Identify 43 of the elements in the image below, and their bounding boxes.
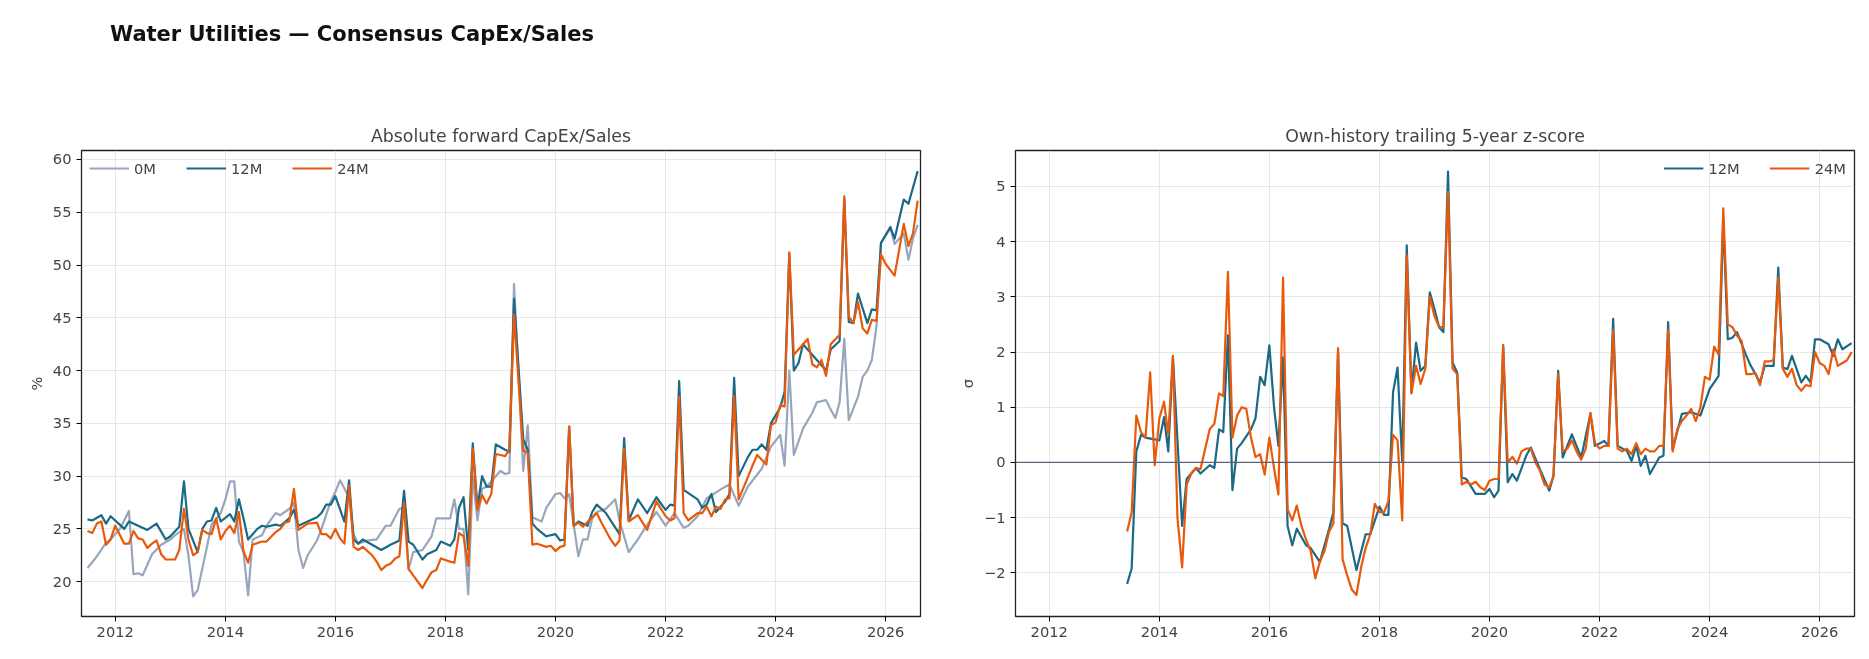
legend-label: 0M bbox=[134, 159, 156, 177]
x-tick-label: 2016 bbox=[1250, 622, 1289, 640]
text: Water Utilities — Consensus CapEx/Sales bbox=[110, 21, 594, 48]
chart-title: Absolute forward CapEx/Sales bbox=[370, 125, 632, 146]
x-tick-label: 2018 bbox=[426, 622, 465, 640]
chart-title: Own-history trailing 5-year z-score bbox=[1285, 125, 1585, 146]
legend-label: 12M bbox=[1708, 159, 1740, 177]
y-tick-label: 25 bbox=[52, 519, 72, 537]
y-tick-label: −2 bbox=[983, 563, 1006, 581]
y-tick-label: 0 bbox=[996, 453, 1006, 471]
y-tick-label: 20 bbox=[52, 572, 72, 590]
y-tick-label: 55 bbox=[52, 203, 72, 221]
y-axis-title: σ bbox=[958, 378, 976, 389]
legend-label: 12M bbox=[230, 159, 263, 177]
y-tick-label: 3 bbox=[996, 287, 1006, 305]
y-tick-label: 2 bbox=[996, 343, 1006, 361]
y-tick-label: 45 bbox=[52, 308, 72, 326]
x-tick-label: 2022 bbox=[646, 622, 685, 640]
y-tick-label: 60 bbox=[52, 150, 72, 168]
y-tick-label: 40 bbox=[52, 361, 72, 379]
legend-label: 24M bbox=[1814, 159, 1846, 177]
y-tick-label: 5 bbox=[996, 177, 1006, 195]
y-tick-label: 1 bbox=[996, 398, 1006, 416]
y-tick-label: 35 bbox=[52, 414, 72, 432]
x-tick-label: 2018 bbox=[1360, 622, 1399, 640]
x-tick-label: 2012 bbox=[96, 622, 134, 640]
x-tick-label: 2026 bbox=[1801, 622, 1839, 640]
x-tick-label: 2022 bbox=[1580, 622, 1619, 640]
x-tick-label: 2024 bbox=[1690, 622, 1729, 640]
y-tick-label: 50 bbox=[52, 256, 72, 274]
x-tick-label: 2012 bbox=[1030, 622, 1068, 640]
x-tick-label: 2014 bbox=[1140, 622, 1179, 640]
x-tick-label: 2020 bbox=[1470, 622, 1509, 640]
x-tick-label: 2024 bbox=[756, 622, 795, 640]
x-tick-label: 2016 bbox=[316, 622, 355, 640]
x-tick-label: 2020 bbox=[536, 622, 575, 640]
y-axis-title: % bbox=[27, 376, 45, 391]
legend-label: 24M bbox=[337, 159, 369, 177]
y-tick-label: −1 bbox=[983, 508, 1006, 526]
x-tick-label: 2014 bbox=[206, 622, 245, 640]
y-tick-label: 30 bbox=[52, 467, 72, 485]
x-tick-label: 2026 bbox=[867, 622, 905, 640]
y-tick-label: 4 bbox=[996, 232, 1006, 250]
